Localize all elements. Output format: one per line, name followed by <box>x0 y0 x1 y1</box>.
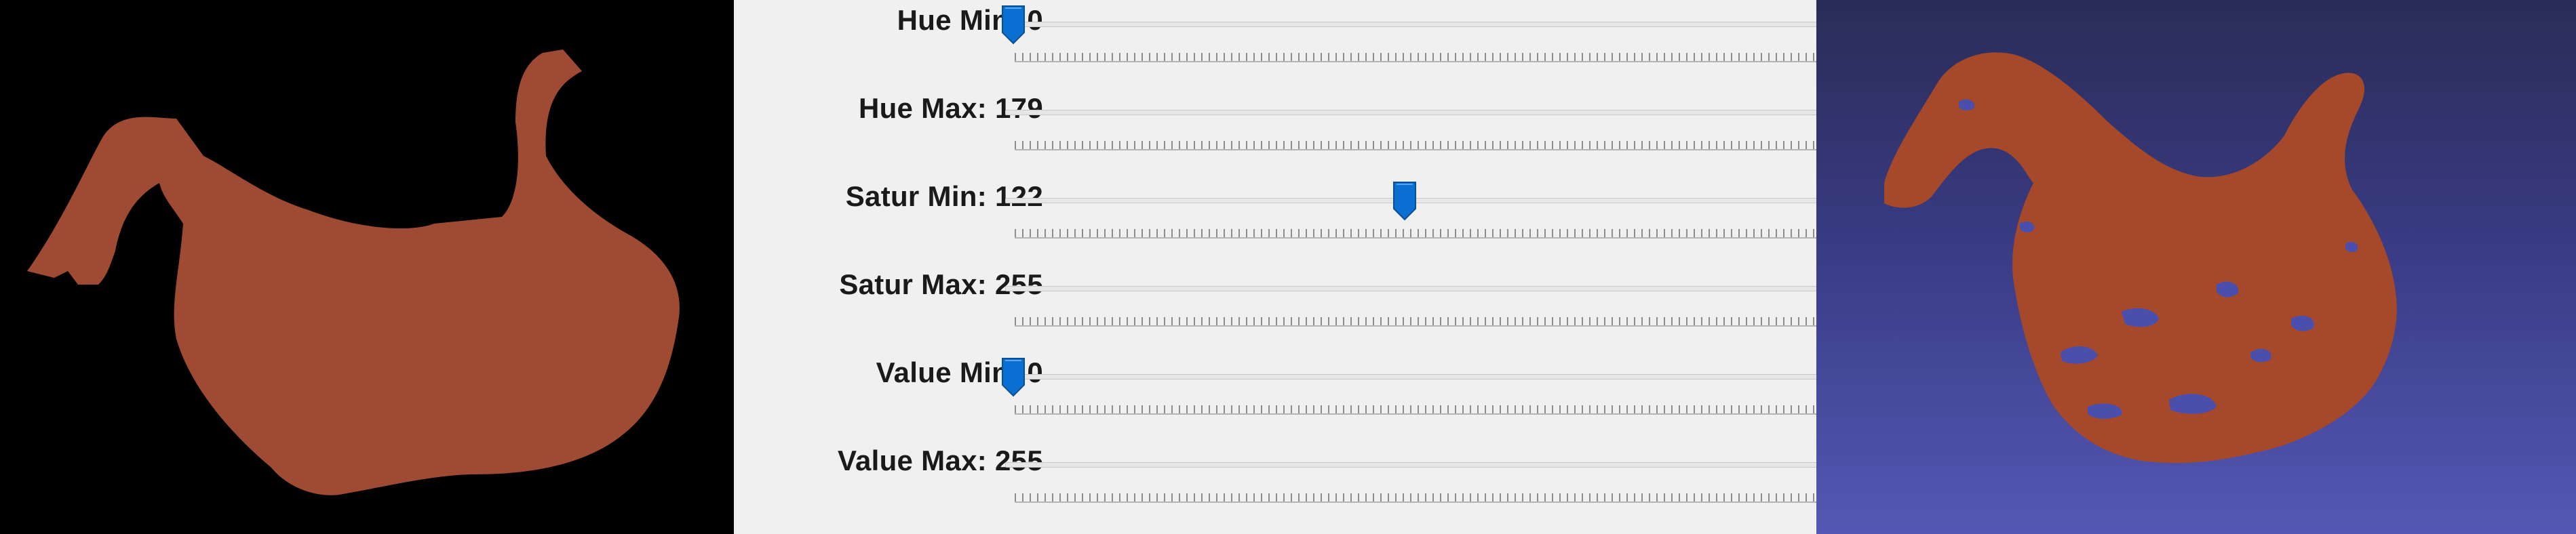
satur-min-thumb[interactable] <box>1392 180 1418 221</box>
satur-max-label: Satur Max: 255 <box>839 268 1043 300</box>
satur-max-ticks <box>1015 317 1816 327</box>
value-max-track[interactable] <box>1005 462 1816 468</box>
hue-max-label: Hue Max: 179 <box>858 92 1043 124</box>
value-max-ticks <box>1015 493 1816 503</box>
hue-max-track[interactable] <box>1005 110 1816 115</box>
satur-min-row: Satur Min: 122 <box>734 176 1816 264</box>
value-min-row: Value Min: 0 <box>734 352 1816 440</box>
reconstructed-object-view <box>1884 52 2397 464</box>
satur-min-label: Satur Min: 122 <box>845 180 1043 212</box>
hue-min-ticks <box>1015 53 1816 62</box>
value-min-track[interactable] <box>1005 374 1816 379</box>
satur-min-ticks <box>1015 229 1816 239</box>
hue-min-thumb[interactable] <box>1000 4 1026 45</box>
hue-max-row: Hue Max: 179 <box>734 88 1816 176</box>
hue-min-track[interactable] <box>1005 22 1816 27</box>
value-max-row: Value Max: 255 <box>734 440 1816 529</box>
value-max-label: Value Max: 255 <box>837 445 1043 476</box>
value-min-ticks <box>1015 405 1816 415</box>
mask-preview-panel <box>0 0 734 534</box>
masked-object-image <box>27 49 680 495</box>
satur-max-row: Satur Max: 255 <box>734 264 1816 352</box>
satur-max-track[interactable] <box>1005 286 1816 291</box>
3d-viewer-panel[interactable] <box>1816 0 2576 534</box>
value-min-thumb[interactable] <box>1000 356 1026 397</box>
trackbar-panel: Hue Min: 0 Hue Max: 179 Satur Min: 122 S… <box>734 0 1816 534</box>
hue-max-ticks <box>1015 141 1816 150</box>
hue-min-row: Hue Min: 0 <box>734 0 1816 88</box>
